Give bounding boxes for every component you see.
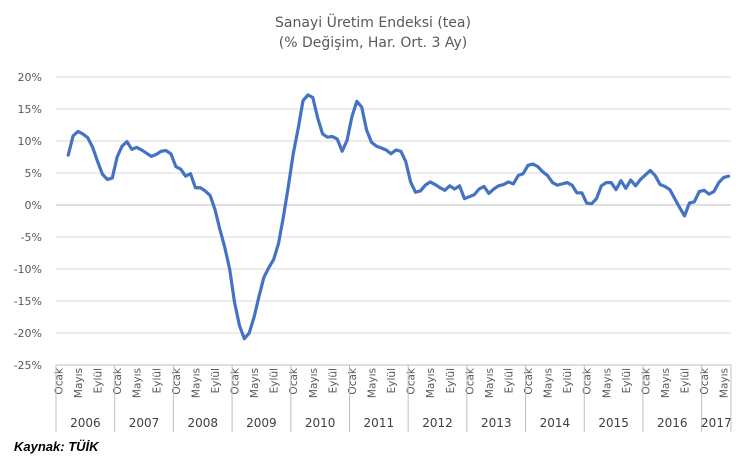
x-tick-label: Eylül [680,368,692,393]
y-tick-label: 10% [18,135,42,148]
year-label: 2015 [598,416,629,430]
x-tick-label: Mayıs [601,368,613,398]
y-tick-label: 5% [25,167,42,180]
year-label: 2011 [364,416,395,430]
x-axis: Ocak Mayıs Eylül 2006 Ocak Mayıs Eylül 2007 Ocak… [53,364,732,432]
x-tick-label: Mayıs [73,368,85,398]
plot-area [66,93,731,341]
y-tick-label: -15% [14,295,42,308]
year-label: 2010 [305,416,336,430]
year-label: 2013 [481,416,512,430]
x-tick-label: Mayıs [543,368,555,398]
y-tick-label: -10% [14,263,42,276]
x-tick-label: Mayıs [132,368,144,398]
x-tick-label: Eylül [503,368,515,393]
x-tick-label: Eylül [151,368,163,393]
x-tick-label: Mayıs [719,368,731,398]
x-tick-label: Eylül [386,368,398,393]
x-tick-label: Ocak [406,367,418,394]
chart-title: Sanayi Üretim Endeksi (tea) [275,13,471,31]
chart-subtitle: (% Değişim, Har. Ort. 3 Ay) [279,35,467,51]
year-label: 2006 [70,416,101,430]
x-tick-label: Eylül [93,368,105,393]
x-tick-label: Ocak [523,367,535,394]
x-tick-label: Ocak [464,367,476,394]
y-axis: -25% -20% -15% -10% -5% 0% 5% 10% 15% 20% [14,71,42,372]
year-label: 2007 [129,416,160,430]
x-tick-label: Ocak [171,367,183,394]
x-tick-label: Ocak [347,367,359,394]
x-tick-label: Mayıs [484,368,496,398]
y-tick-label: -25% [14,359,42,372]
year-label: 2014 [540,416,571,430]
x-tick-label: Mayıs [249,368,261,398]
year-label: 2009 [246,416,277,430]
source-note: Kaynak: TÜİK [14,439,100,454]
x-tick-label: Ocak [640,367,652,394]
x-tick-label: Eylül [562,368,574,393]
gridlines [56,76,731,366]
x-tick-label: Mayıs [425,368,437,398]
x-tick-label: Eylül [210,368,222,393]
year-label: 2016 [657,416,688,430]
series-line [66,93,731,341]
x-tick-label: Eylül [327,368,339,393]
x-tick-label: Mayıs [308,368,320,398]
x-tick-label: Ocak [699,367,711,394]
x-tick-label: Mayıs [366,368,378,398]
year-label: 2012 [422,416,453,430]
y-tick-label: -5% [21,231,42,244]
x-tick-label: Mayıs [660,368,672,398]
x-tick-label: Ocak [288,367,300,394]
x-tick-label: Eylül [445,368,457,393]
y-tick-label: 0% [25,199,42,212]
x-tick-label: Eylül [269,368,281,393]
x-tick-label: Ocak [53,367,65,394]
y-tick-label: -20% [14,327,42,340]
year-label: 2017 [701,416,732,430]
year-label: 2008 [187,416,218,430]
x-tick-label: Ocak [230,367,242,394]
x-tick-label: Mayıs [190,368,202,398]
x-tick-label: Ocak [582,367,594,394]
x-tick-label: Ocak [112,367,124,394]
y-tick-label: 15% [18,103,42,116]
x-tick-label: Eylül [621,368,633,393]
y-tick-label: 20% [18,71,42,84]
